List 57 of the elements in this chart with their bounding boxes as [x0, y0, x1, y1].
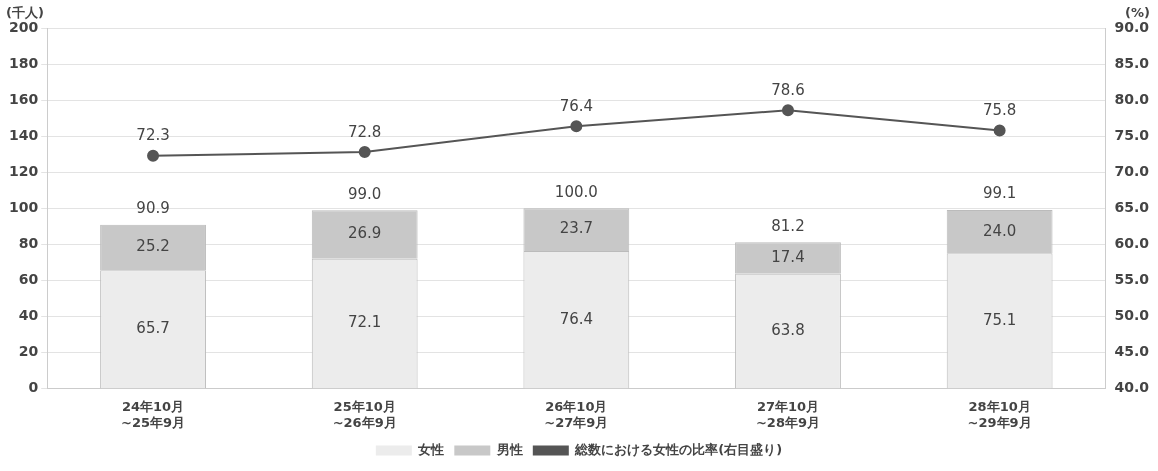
x-tick-label: 28年10月 ~29年9月: [967, 398, 1032, 430]
y2-axis-title: (%): [1125, 4, 1150, 20]
total-label: 99.0: [347, 184, 382, 203]
y-tick-label: 0: [28, 379, 39, 396]
y-tick-label: 120: [8, 162, 39, 179]
y2-tick-label: 60.0: [1114, 235, 1150, 252]
data-label: 76.4: [559, 96, 594, 115]
y-tick-label: 60: [18, 271, 39, 288]
data-label: 23.7: [559, 219, 594, 238]
y2-tick-label: 65.0: [1114, 199, 1150, 216]
data-label: 63.8: [771, 320, 805, 339]
legend-label: 女性: [417, 441, 445, 457]
point: [781, 104, 794, 117]
x-tick-label: 25年10月 ~26年9月: [332, 398, 397, 430]
y2-tick-label: 70.0: [1114, 162, 1150, 179]
total-label: 81.2: [771, 216, 805, 235]
y2-tick-label: 40.0: [1114, 379, 1150, 396]
data-label: 17.4: [771, 247, 805, 266]
data-label: 75.1: [982, 310, 1017, 329]
y2-tick-label: 90.0: [1114, 18, 1150, 35]
total-label: 99.1: [982, 184, 1017, 203]
y2-tick-label: 50.0: [1114, 307, 1150, 324]
total-label: 100.0: [554, 182, 598, 201]
y-tick-label: 80: [18, 235, 39, 252]
data-label: 26.9: [347, 224, 382, 243]
y-tick-label: 100: [8, 199, 39, 216]
y-axis-title: (千人): [6, 4, 44, 20]
y-tick-label: 40: [18, 307, 39, 324]
data-label: 72.3: [136, 126, 170, 145]
x-tick-label: 27年10月 ~28年9月: [755, 398, 820, 430]
total-label: 90.9: [136, 199, 170, 218]
y-tick-label: 200: [8, 18, 39, 35]
y-tick-label: 180: [8, 54, 39, 71]
y2-tick-label: 45.0: [1114, 343, 1150, 360]
data-label: 75.8: [982, 100, 1017, 119]
data-label: 78.6: [771, 80, 805, 99]
y-tick-label: 160: [8, 90, 39, 107]
y-tick-label: 140: [8, 126, 39, 143]
y2-tick-label: 75.0: [1114, 126, 1150, 143]
y-tick-label: 20: [18, 343, 39, 360]
y2-tick-label: 55.0: [1114, 271, 1150, 288]
x-tick-label: 26年10月 ~27年9月: [544, 398, 609, 430]
data-label: 76.4: [559, 309, 594, 328]
data-label: 25.2: [136, 237, 170, 256]
legend-label: 総数における女性の比率(右目盛り): [574, 441, 783, 457]
point: [147, 149, 160, 162]
legend-label: 男性: [495, 441, 523, 457]
point: [993, 124, 1006, 137]
data-label: 72.8: [347, 122, 382, 141]
data-label: 24.0: [982, 221, 1017, 240]
data-label: 72.1: [347, 313, 382, 332]
data-label: 65.7: [136, 319, 170, 338]
y2-tick-label: 80.0: [1114, 90, 1150, 107]
x-tick-label: 24年10月 ~25年9月: [121, 398, 186, 430]
point: [570, 120, 583, 133]
point: [358, 146, 371, 159]
y2-tick-label: 85.0: [1114, 54, 1150, 71]
